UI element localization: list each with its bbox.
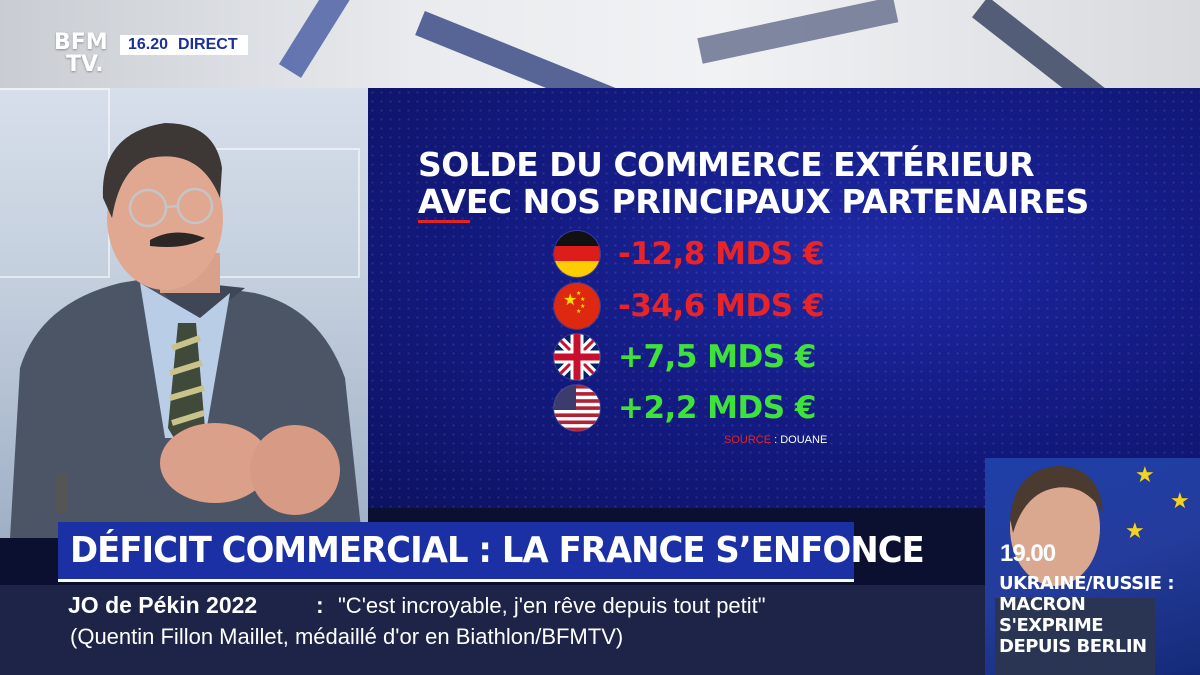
- news-ticker: [0, 585, 985, 675]
- source-key: SOURCE: [724, 434, 772, 446]
- trade-balance-graphic: SOLDE DU COMMERCE EXTÉRIEUR AVEC NOS PRI…: [368, 88, 1200, 508]
- svg-text:★: ★: [576, 290, 581, 297]
- live-label: DIRECT: [178, 36, 238, 53]
- svg-text:★: ★: [580, 303, 585, 310]
- germany-flag-icon: [554, 231, 600, 277]
- ticker-attribution: (Quentin Fillon Maillet, médaillé d'or e…: [70, 624, 624, 649]
- upcoming-headline: UKRAINE/RUSSIE : MACRON S'EXPRIME DEPUIS…: [999, 573, 1175, 657]
- graphic-title-line1: SOLDE DU COMMERCE EXTÉRIEUR: [418, 145, 1035, 184]
- svg-text:★: ★: [563, 290, 577, 309]
- presenter-video: [0, 88, 368, 538]
- title-underline: [418, 220, 470, 223]
- ticker-label: JO de Pékin 2022: [68, 592, 258, 618]
- upcoming-line4: DEPUIS BERLIN: [999, 636, 1147, 657]
- ticker-colon: :: [316, 592, 324, 618]
- ticker-quote: "C'est incroyable, j'en rêve depuis tout…: [338, 593, 766, 618]
- source-value: : DOUANE: [774, 434, 828, 446]
- macron-portrait: [995, 466, 1155, 675]
- germany-value: -12,8 MDS €: [618, 236, 824, 272]
- headline-text: DÉFICIT COMMERCIAL : LA FRANCE S’ENFONCE: [70, 530, 925, 571]
- headline-bar: DÉFICIT COMMERCIAL : LA FRANCE S’ENFONCE: [58, 522, 925, 582]
- upcoming-line1: UKRAINE/RUSSIE :: [999, 573, 1175, 594]
- clock-time: 16.20: [128, 36, 169, 53]
- live-badge: 16.20 DIRECT: [120, 35, 248, 55]
- source-credit: SOURCE : DOUANE: [724, 434, 827, 446]
- logo-line1: BFM: [54, 30, 108, 55]
- logo-line2: TV.: [66, 52, 104, 77]
- uk-value: +7,5 MDS €: [618, 339, 816, 375]
- upcoming-time: 19.00: [1000, 540, 1056, 567]
- upcoming-program-box: ★ ★ ★: [985, 458, 1200, 675]
- uk-flag-icon: [554, 334, 600, 380]
- upcoming-line2: MACRON: [999, 594, 1086, 615]
- upcoming-line3: S'EXPRIME: [999, 615, 1104, 636]
- usa-flag-icon: [554, 385, 600, 431]
- usa-value: +2,2 MDS €: [618, 390, 816, 426]
- china-value: -34,6 MDS €: [618, 288, 824, 324]
- graphic-title-line2: AVEC NOS PRINCIPAUX PARTENAIRES: [418, 182, 1089, 221]
- svg-text:★: ★: [580, 296, 585, 303]
- bfmtv-logo: BFM TV.: [54, 32, 114, 84]
- svg-text:★: ★: [576, 308, 581, 315]
- graphic-title: SOLDE DU COMMERCE EXTÉRIEUR AVEC NOS PRI…: [418, 146, 1089, 220]
- china-flag-icon: ★ ★ ★ ★ ★: [554, 283, 600, 329]
